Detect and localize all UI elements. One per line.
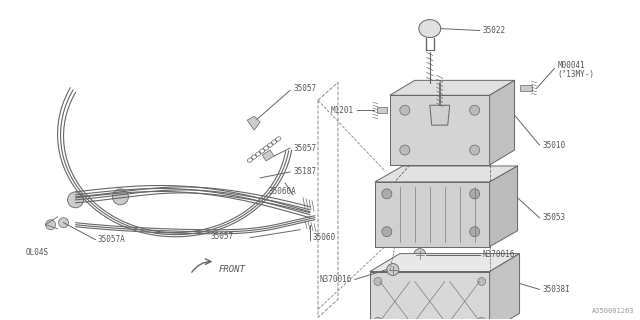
- Polygon shape: [370, 271, 490, 320]
- Circle shape: [477, 277, 486, 285]
- Polygon shape: [375, 182, 490, 247]
- Text: M00041: M00041: [557, 61, 585, 70]
- Text: A350001263: A350001263: [592, 308, 634, 314]
- Polygon shape: [490, 253, 520, 320]
- Text: 35057: 35057: [210, 232, 234, 241]
- Circle shape: [400, 145, 410, 155]
- Circle shape: [477, 317, 486, 320]
- Ellipse shape: [419, 20, 441, 37]
- Polygon shape: [430, 105, 450, 125]
- Polygon shape: [375, 166, 518, 182]
- Text: 35010: 35010: [543, 140, 566, 149]
- Circle shape: [470, 227, 479, 237]
- Circle shape: [113, 189, 129, 205]
- Text: 35057: 35057: [293, 84, 316, 93]
- Text: 35038I: 35038I: [543, 285, 570, 294]
- Circle shape: [387, 264, 399, 276]
- Text: 35053: 35053: [543, 213, 566, 222]
- Text: 35057A: 35057A: [97, 235, 125, 244]
- Text: 35060: 35060: [312, 233, 335, 242]
- Text: 35022: 35022: [483, 26, 506, 35]
- Text: 35187: 35187: [293, 167, 316, 176]
- Circle shape: [382, 227, 392, 237]
- Text: (’13MY-): (’13MY-): [557, 70, 595, 79]
- Text: N370016: N370016: [319, 275, 352, 284]
- Circle shape: [382, 189, 392, 199]
- Polygon shape: [520, 85, 532, 91]
- Polygon shape: [390, 95, 490, 165]
- Circle shape: [470, 189, 479, 199]
- Text: OL04S: OL04S: [26, 248, 49, 257]
- Circle shape: [470, 105, 479, 115]
- Circle shape: [470, 145, 479, 155]
- Circle shape: [374, 317, 382, 320]
- Text: FRONT: FRONT: [218, 265, 245, 274]
- Text: 35060A: 35060A: [268, 188, 296, 196]
- Circle shape: [400, 105, 410, 115]
- Polygon shape: [490, 166, 518, 247]
- Text: N370016: N370016: [483, 250, 515, 259]
- Circle shape: [68, 192, 83, 208]
- Polygon shape: [390, 80, 515, 95]
- Circle shape: [414, 249, 426, 260]
- Circle shape: [59, 218, 68, 228]
- Polygon shape: [262, 150, 274, 161]
- Polygon shape: [490, 80, 515, 165]
- Text: 35057: 35057: [293, 144, 316, 153]
- Circle shape: [45, 220, 56, 230]
- Polygon shape: [377, 107, 387, 113]
- Text: M1201: M1201: [331, 106, 354, 115]
- Polygon shape: [247, 116, 260, 130]
- Polygon shape: [370, 253, 520, 271]
- Circle shape: [374, 277, 382, 285]
